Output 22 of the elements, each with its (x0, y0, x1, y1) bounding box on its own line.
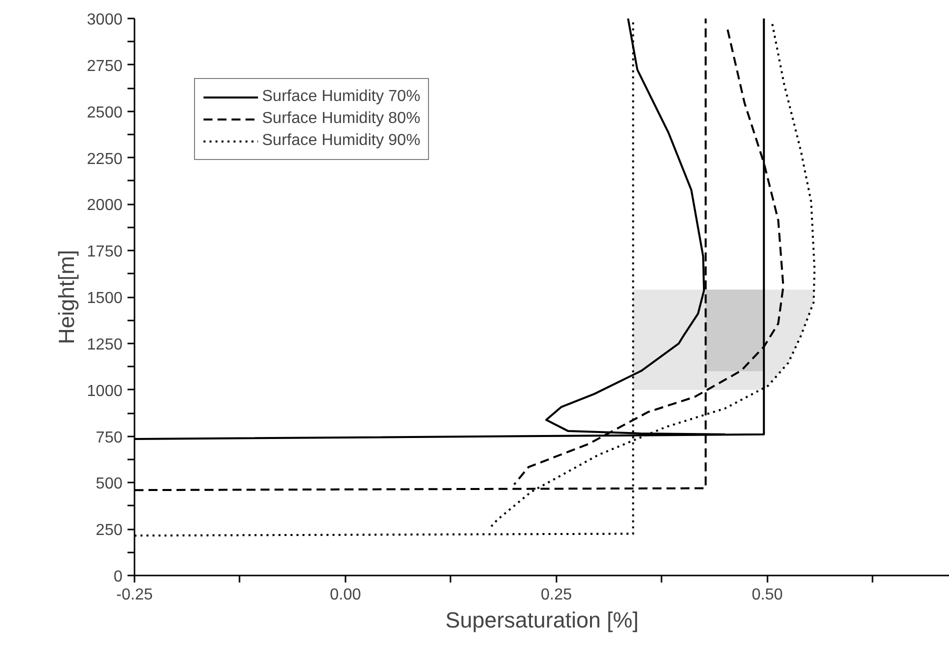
x-axis-title: Supersaturation [%] (445, 608, 639, 632)
y-tick-label: 2750 (86, 58, 123, 75)
y-tick-label: 2500 (86, 104, 123, 122)
y-tick-label: 500 (96, 476, 123, 493)
y-tick-label: 2250 (86, 150, 123, 168)
y-tick-label: 1250 (86, 336, 123, 354)
y-tick-label: 0 (114, 568, 123, 586)
y-tick-label: 750 (96, 429, 123, 446)
y-tick-label: 1000 (86, 382, 123, 400)
x-tick-label: 0.50 (752, 586, 783, 604)
y-tick-label: 1750 (86, 244, 123, 261)
y-tick-label: 3000 (86, 12, 123, 28)
y-axis-title: Height[m] (54, 250, 79, 344)
legend-label: Surface Humidity 70% (262, 88, 420, 106)
y-tick-label: 1500 (86, 290, 123, 307)
y-tick-label: 250 (96, 522, 123, 540)
legend-label: Surface Humidity 90% (262, 132, 420, 150)
legend-label: Surface Humidity 80% (262, 110, 420, 128)
x-tick-label: -0.25 (116, 586, 153, 604)
y-tick-label: 2000 (86, 197, 123, 214)
x-tick-label: 0.25 (540, 586, 572, 604)
x-tick-label: 0.00 (330, 586, 362, 604)
